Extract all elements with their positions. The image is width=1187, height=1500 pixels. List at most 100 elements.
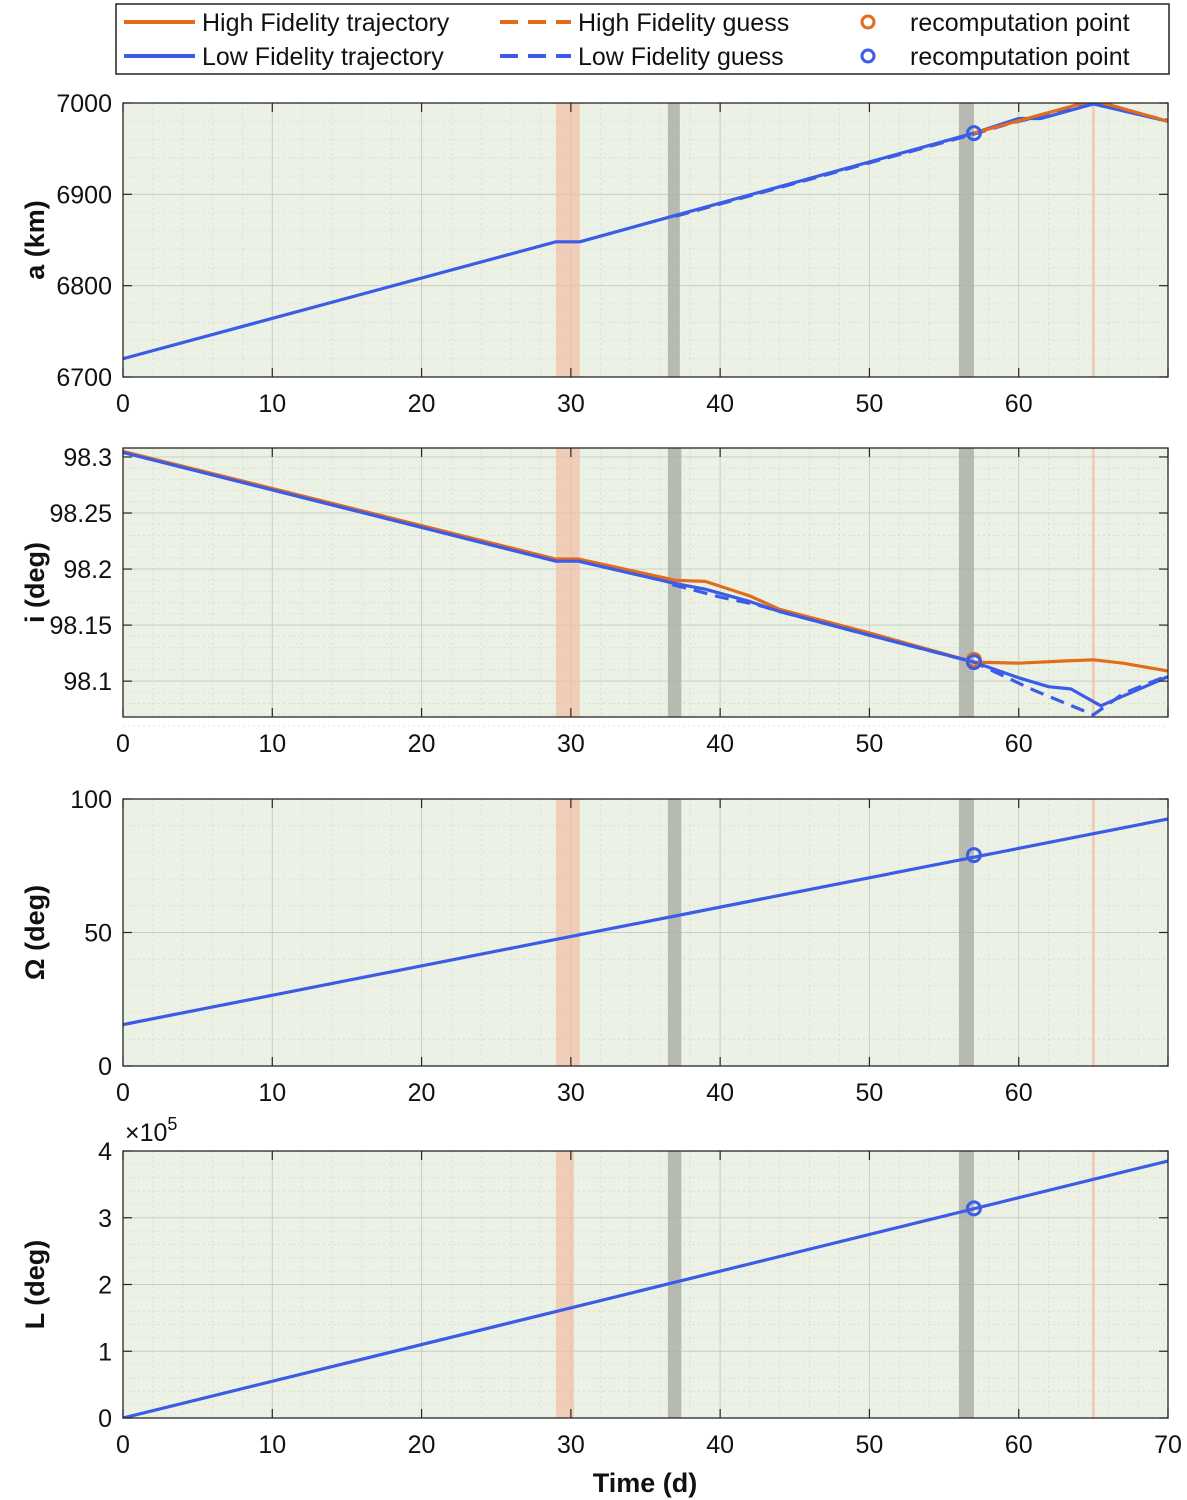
x-tick-label: 50: [856, 1431, 884, 1459]
y-tick-label: 0: [98, 1405, 112, 1433]
x-tick-label: 60: [1005, 1079, 1033, 1107]
x-tick-label: 10: [258, 1079, 286, 1107]
legend-high-guess-label: High Fidelity guess: [578, 9, 789, 37]
series-line-low-fidelity-trajectory: [123, 1159, 1168, 1418]
legend-box: [115, 3, 1170, 75]
x-tick-label: 10: [258, 730, 286, 758]
x-axis-title: Time (d): [593, 1468, 698, 1498]
series-group: [123, 449, 1168, 717]
minor-grid: [123, 102, 1168, 378]
x-tick-label: 50: [856, 390, 884, 418]
plot-background: [123, 103, 1168, 377]
series-line-high-fidelity-trajectory: [123, 449, 1168, 673]
series-group: [123, 103, 1168, 361]
x-tick-label: 0: [116, 730, 130, 758]
shaded-band-gray: [959, 1151, 974, 1418]
y-tick-label: 7000: [56, 90, 112, 118]
x-tick-label: 10: [258, 390, 286, 418]
x-tick-label: 60: [1005, 1431, 1033, 1459]
shaded-band-orange: [1091, 103, 1095, 377]
shaded-band-gray: [667, 1151, 682, 1418]
legend-low-guess-label: Low Fidelity guess: [578, 43, 784, 71]
x-tick-label: 20: [408, 730, 436, 758]
y-axis-title: i (deg): [20, 542, 50, 623]
y-axis-multiplier: ×105: [125, 1114, 177, 1147]
x-tick-label: 30: [557, 390, 585, 418]
shaded-band-gray: [667, 799, 682, 1066]
series-line-low-fidelity-guess: [674, 103, 1168, 218]
y-tick-label: 98.1: [63, 668, 112, 696]
y-tick-label: 6800: [56, 273, 112, 301]
x-tick-label: 50: [856, 730, 884, 758]
x-tick-label: 40: [706, 730, 734, 758]
x-tick-label: 10: [258, 1431, 286, 1459]
y-tick-label: 3: [98, 1205, 112, 1233]
y-tick-label: 98.3: [63, 444, 112, 472]
y-tick-label: 98.2: [63, 556, 112, 584]
x-tick-label: 20: [408, 1079, 436, 1107]
x-tick-label: 60: [1005, 390, 1033, 418]
x-tick-label: 40: [706, 390, 734, 418]
subplot-4: 0 10 20 30 40 50 60 70 0 1 2 3 4 ×105 L (deg): [20, 1114, 1182, 1459]
x-tick-label: 40: [706, 1079, 734, 1107]
shaded-band-gray: [959, 448, 974, 717]
legend-high-trajectory-label: High Fidelity trajectory: [202, 9, 450, 37]
x-tick-label: 0: [116, 1431, 130, 1459]
x-tick-label: 20: [408, 1431, 436, 1459]
y-tick-label: 100: [70, 786, 112, 814]
x-tick-label: 40: [706, 1431, 734, 1459]
subplot-1: 0 10 20 30 40 50 60 6700 6800 6900 7000 a (km): [20, 90, 1169, 418]
y-tick-label: 50: [84, 920, 112, 948]
x-tick-label: 60: [1005, 730, 1033, 758]
tick-marks: [122, 798, 1169, 1067]
shaded-band-orange: [555, 1151, 574, 1418]
y-tick-label: 98.25: [49, 500, 112, 528]
x-tick-label: 50: [856, 1079, 884, 1107]
shaded-band-gray: [959, 799, 974, 1066]
y-axis-title: Ω (deg): [20, 885, 50, 980]
x-tick-label: 30: [557, 1431, 585, 1459]
x-tick-label: 70: [1154, 1431, 1182, 1459]
legend-low-recompute-label: recomputation point: [910, 43, 1130, 71]
shaded-band-orange: [1091, 1151, 1095, 1418]
series-line-high-fidelity-trajectory: [973, 103, 1168, 135]
y-tick-label: 6900: [56, 181, 112, 209]
shaded-band-gray: [959, 103, 974, 377]
legend-high-recompute-circle-icon: [860, 14, 876, 30]
x-tick-label: 30: [557, 730, 585, 758]
y-tick-label: 98.15: [49, 612, 112, 640]
recomputation-point-marker: [965, 125, 982, 142]
recomputation-point-marker: [965, 847, 982, 864]
y-tick-label: 0: [98, 1053, 112, 1081]
shaded-band-orange: [1091, 448, 1095, 717]
axes-box: [122, 447, 1169, 718]
tick-marks: [122, 1150, 1169, 1419]
shaded-band-orange: [555, 799, 580, 1066]
subplot-2: 0 10 20 30 40 50 60 98.1 98.15 98.2 98.25 98.3 i (de…: [20, 444, 1169, 758]
series-group: [123, 817, 1168, 1027]
y-tick-label: 4: [98, 1138, 112, 1166]
legend-low-trajectory-label: Low Fidelity trajectory: [202, 43, 444, 71]
recomputation-point-marker: [965, 654, 982, 671]
tick-marks: [122, 102, 1169, 378]
legend-low-recompute-circle-icon: [860, 48, 876, 64]
y-tick-label: 1: [98, 1338, 112, 1366]
shaded-band-orange: [555, 103, 580, 377]
legend: High Fidelity trajectory High Fidelity g…: [115, 3, 1170, 75]
x-tick-label: 30: [557, 1079, 585, 1107]
shaded-band-gray: [667, 103, 680, 377]
y-axis-multiplier-exponent: 5: [167, 1114, 177, 1134]
x-tick-label: 0: [116, 390, 130, 418]
series-group: [123, 1159, 1168, 1418]
series-line-low-fidelity-guess: [672, 583, 1168, 717]
y-axis-title: a (km): [20, 200, 50, 280]
tick-marks: [122, 448, 1169, 717]
subplot-3: 0 10 20 30 40 50 60 0 50 100 Ω (deg): [20, 786, 1169, 1107]
legend-high-recompute-label: recomputation point: [910, 9, 1130, 37]
x-tick-label: 20: [408, 390, 436, 418]
shaded-band-orange: [1091, 799, 1095, 1066]
y-axis-title: L (deg): [20, 1240, 50, 1330]
shaded-band-orange: [555, 448, 580, 717]
recomputation-point-marker: [965, 1200, 982, 1217]
